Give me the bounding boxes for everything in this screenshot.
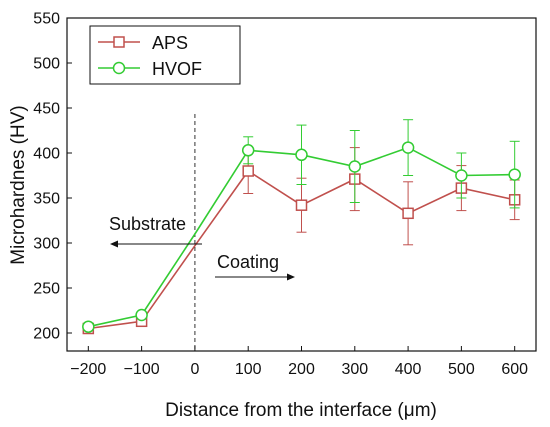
x-axis-title: Distance from the interface (μm): [165, 400, 437, 421]
data-point-hvof: [241, 144, 255, 157]
data-point-aps: [402, 207, 414, 220]
x-tick-label: 300: [341, 361, 368, 378]
x-tick-label: 600: [501, 361, 528, 378]
data-point-aps: [242, 165, 254, 177]
annotation-substrate: Substrate: [109, 214, 202, 248]
y-tick-label: 450: [33, 101, 60, 118]
legend-label-hvof: HVOF: [152, 59, 202, 79]
annotation-substrate-label: Substrate: [109, 214, 186, 234]
x-tick-label: 500: [448, 361, 475, 378]
legend-label-aps: APS: [152, 33, 188, 53]
annotation-substrate-arrowhead: [110, 240, 118, 248]
x-tick-label: 0: [190, 361, 199, 378]
y-tick-label: 250: [33, 281, 60, 298]
y-tick-label: 350: [33, 191, 60, 208]
annotation-coating-arrowhead: [287, 273, 295, 281]
x-tick-label: 200: [288, 361, 315, 378]
data-point-hvof: [295, 148, 308, 162]
x-tick-label: −100: [124, 361, 160, 378]
series-hvof: [82, 119, 521, 333]
y-axis-title: Microhardnes (HV): [8, 105, 29, 264]
series-layer: [82, 119, 521, 335]
annotation-coating-label: Coating: [217, 252, 279, 272]
data-point-aps: [295, 199, 308, 211]
x-tick-label: 400: [395, 361, 422, 378]
y-axis-ticks: 200 250 300 350 400 450 500 550: [33, 11, 72, 343]
legend: APS HVOF: [89, 25, 241, 85]
data-point-hvof: [135, 308, 148, 322]
y-tick-label: 500: [33, 56, 60, 73]
y-tick-label: 200: [33, 326, 60, 343]
legend-marker-aps: [113, 36, 125, 48]
y-tick-label: 550: [33, 11, 60, 28]
data-point-hvof: [455, 169, 468, 182]
y-tick-label: 400: [33, 146, 60, 163]
data-point-hvof: [508, 168, 521, 181]
y-tick-label: 300: [33, 236, 60, 253]
x-tick-label: 100: [235, 361, 262, 378]
x-axis-ticks: −200 −100 0 100 200 300 400 500 600: [70, 346, 528, 378]
legend-box: [89, 25, 241, 85]
annotation-coating: Coating: [215, 252, 295, 281]
data-point-hvof: [348, 160, 362, 173]
data-point-hvof: [401, 141, 415, 154]
legend-marker-hvof: [112, 61, 126, 75]
x-tick-label: −200: [70, 361, 106, 378]
data-point-hvof: [82, 320, 95, 333]
